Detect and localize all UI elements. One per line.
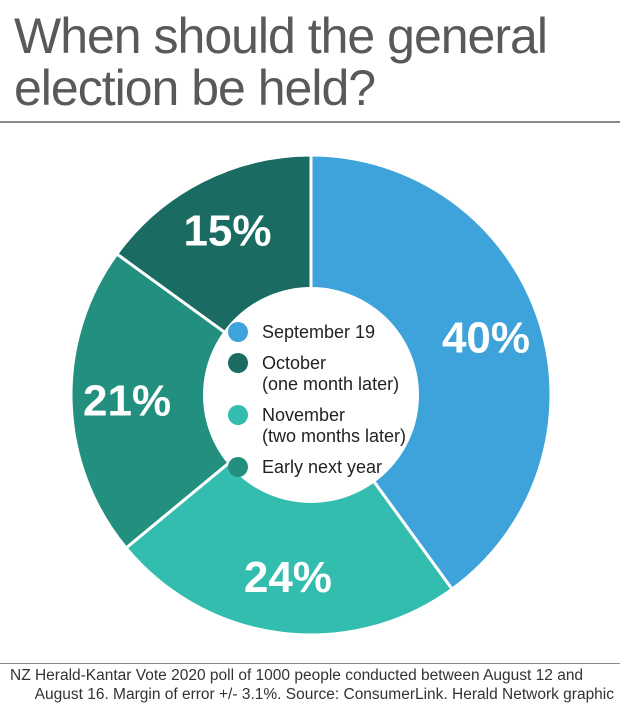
legend: September 19 October(one month later) Nove…	[228, 322, 406, 477]
slice-early-next-year	[69, 251, 314, 551]
legend-swatch-early-next-year	[228, 457, 248, 477]
slice-label-early-next-year: 21%	[83, 376, 171, 425]
top-divider	[0, 121, 620, 123]
bottom-divider	[0, 663, 620, 664]
legend-label-november: November	[262, 405, 345, 425]
legend-swatch-october	[228, 353, 248, 373]
legend-label-november-sub: (two months later)	[262, 426, 406, 446]
slice-label-september-19: 40%	[442, 314, 530, 363]
legend-label-early-next-year: Early next year	[262, 457, 382, 477]
chart-title: When should the general election be held…	[14, 10, 614, 114]
source-note-line-2: August 16. Margin of error +/- 3.1%. Sou…	[34, 686, 614, 703]
slice-november-two-months-later	[123, 392, 455, 637]
legend-swatch-november	[228, 405, 248, 425]
slices	[69, 153, 553, 637]
legend-label-october: October	[262, 353, 326, 373]
slice-label-november-two-months-later: 24%	[244, 553, 332, 602]
legend-swatch-september-19	[228, 322, 248, 342]
slice-labels: 40% 24% 21% 15%	[83, 207, 530, 602]
donut-chart: 40% 24% 21% 15% September 19 October(one mon…	[69, 153, 553, 637]
source-note: NZ Herald-Kantar Vote 2020 poll of 1000 …	[10, 666, 614, 704]
title-line-2: election be held?	[14, 60, 376, 116]
slice-september-19	[309, 153, 553, 592]
donut-hole	[203, 287, 419, 503]
legend-label-october-sub: (one month later)	[262, 374, 399, 394]
source-note-line-1: NZ Herald-Kantar Vote 2020 poll of 1000 …	[10, 667, 584, 684]
slice-label-october-one-month-later: 15%	[183, 207, 271, 256]
legend-label-september-19: September 19	[262, 322, 375, 342]
title-line-1: When should the general	[14, 8, 548, 64]
